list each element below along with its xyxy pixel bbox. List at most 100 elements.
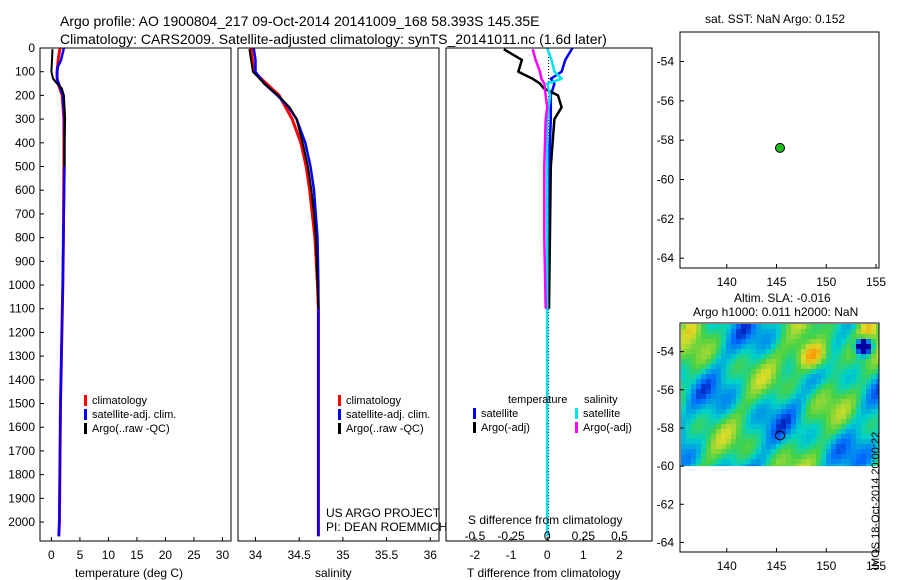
sla-cell xyxy=(711,344,716,349)
sla-cell xyxy=(796,329,801,334)
sla-cell xyxy=(726,409,731,414)
sla-cell xyxy=(856,379,861,384)
sst-map-panel: sat. SST: NaN Argo: 0.152 140 145 150 155 -5… xyxy=(657,12,887,289)
sla-cell xyxy=(811,344,816,349)
sla-cell xyxy=(746,434,751,439)
sla-cell xyxy=(746,399,751,404)
depth-tick-label-0: 0 xyxy=(28,41,35,55)
sla-cell xyxy=(701,439,706,444)
sla-cell xyxy=(781,389,786,394)
sla-cell xyxy=(716,449,721,454)
sla-cell xyxy=(741,429,746,434)
sla-cell xyxy=(771,334,776,339)
sla-cell xyxy=(821,349,826,354)
sla-cell xyxy=(866,364,871,369)
sla-cell xyxy=(851,344,856,349)
sla-cell xyxy=(711,374,716,379)
sla-cell xyxy=(861,444,866,449)
sla-cell xyxy=(846,459,851,464)
sla-cell xyxy=(836,404,841,409)
sla-cell xyxy=(841,374,846,379)
sla-cell xyxy=(721,449,726,454)
sla-cell xyxy=(731,334,736,339)
sla-cell xyxy=(821,364,826,369)
sla-cell xyxy=(781,354,786,359)
sla-cell xyxy=(781,449,786,454)
sla-cell xyxy=(701,364,706,369)
sla-cell xyxy=(731,324,736,329)
sla-cell xyxy=(766,334,771,339)
sla-cell xyxy=(751,419,756,424)
sla-cell xyxy=(731,354,736,359)
sla-cell xyxy=(701,434,706,439)
sla-cell xyxy=(851,394,856,399)
sla-cell xyxy=(731,439,736,444)
sla-cell xyxy=(826,454,831,459)
sla-cell xyxy=(786,439,791,444)
sla-cell xyxy=(726,354,731,359)
sla-map-y-tick-label--62: -62 xyxy=(657,497,675,511)
sla-cell xyxy=(696,324,701,329)
sla-cell xyxy=(741,354,746,359)
sla-cell xyxy=(731,379,736,384)
sla-cell xyxy=(811,439,816,444)
sla-cell xyxy=(831,449,836,454)
sla-cell xyxy=(851,444,856,449)
sla-cell xyxy=(706,339,711,344)
sla-cell xyxy=(741,334,746,339)
salinity-argo-line xyxy=(248,49,320,309)
sla-cell xyxy=(741,389,746,394)
sla-cell xyxy=(751,434,756,439)
sla-cell xyxy=(726,369,731,374)
sla-cell xyxy=(816,409,821,414)
sla-cell xyxy=(696,389,701,394)
sla-cell xyxy=(831,354,836,359)
sla-cell xyxy=(706,329,711,334)
sla-cell xyxy=(791,339,796,344)
sla-cell xyxy=(861,349,866,354)
depth-tick-label-100: 100 xyxy=(15,65,35,79)
sla-cell xyxy=(741,329,746,334)
sla-cell xyxy=(831,324,836,329)
sla-map-y-tick-label--60: -60 xyxy=(657,459,675,473)
depth-tick-label-800: 800 xyxy=(15,231,35,245)
sla-cell xyxy=(726,434,731,439)
sla-cell xyxy=(841,404,846,409)
sla-cell xyxy=(771,359,776,364)
sla-cell xyxy=(716,424,721,429)
sla-cell xyxy=(701,359,706,364)
sla-cell xyxy=(756,419,761,424)
sla-cell xyxy=(751,329,756,334)
sla-cell xyxy=(831,394,836,399)
sla-cell xyxy=(861,424,866,429)
salinity-climatology-line xyxy=(249,48,320,537)
sla-cell xyxy=(736,384,741,389)
sla-cell xyxy=(786,349,791,354)
sla-cell xyxy=(771,424,776,429)
sla-cell xyxy=(876,374,879,379)
sla-cell xyxy=(851,369,856,374)
sla-cell xyxy=(871,439,876,444)
sla-cell xyxy=(741,464,746,467)
sla-cell xyxy=(856,374,861,379)
sla-cell xyxy=(846,359,851,364)
sla-cell xyxy=(871,369,876,374)
sla-cell xyxy=(686,369,691,374)
sla-cell xyxy=(711,419,716,424)
sla-cell xyxy=(876,429,879,434)
sla-cell xyxy=(686,454,691,459)
sla-cell xyxy=(851,464,856,467)
sla-cell xyxy=(706,404,711,409)
sla-cell xyxy=(721,324,726,329)
sla-cell xyxy=(771,439,776,444)
sla-cell xyxy=(746,394,751,399)
sla-cell xyxy=(866,344,871,349)
sla-cell xyxy=(826,404,831,409)
sla-cell xyxy=(866,404,871,409)
sla-cell xyxy=(841,359,846,364)
sla-cell xyxy=(736,329,741,334)
sla-cell xyxy=(856,429,861,434)
sla-cell xyxy=(751,384,756,389)
sla-cell xyxy=(861,419,866,424)
sla-cell xyxy=(851,324,856,329)
